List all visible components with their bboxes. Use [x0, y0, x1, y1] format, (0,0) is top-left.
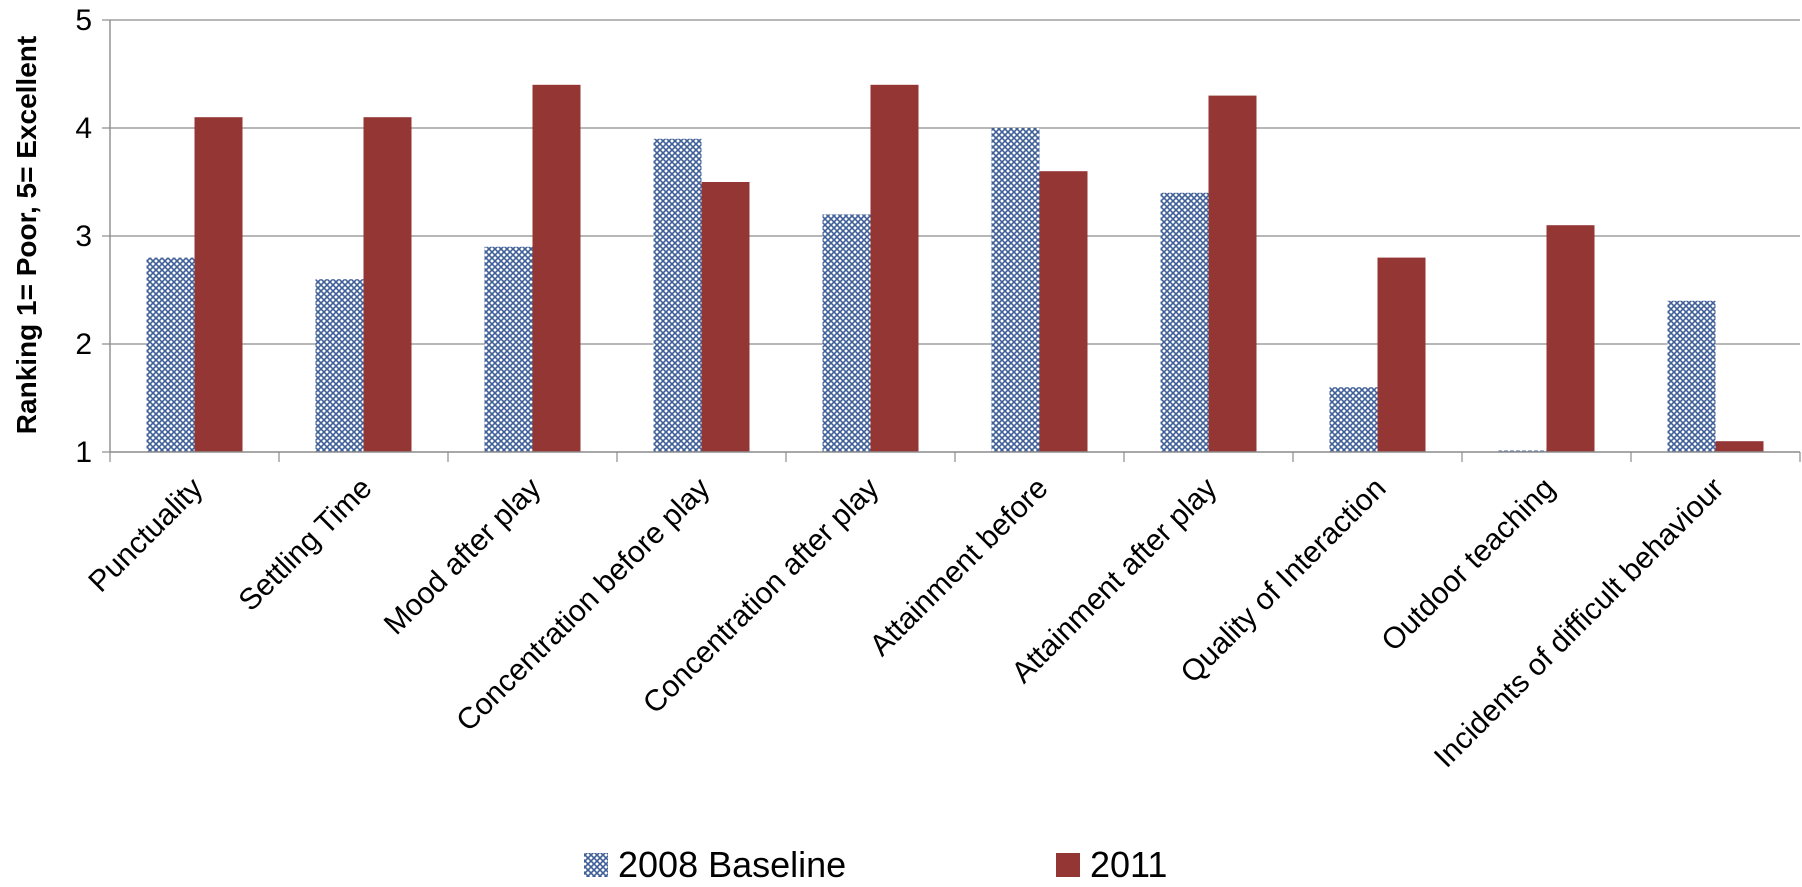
legend: 2008 Baseline 2011 — [584, 844, 1167, 885]
y-tick-label: 2 — [75, 328, 92, 361]
bar-series2 — [1208, 95, 1257, 452]
axes — [102, 19, 1801, 462]
y-tick-label: 4 — [75, 112, 92, 145]
bar-baseline — [1667, 300, 1716, 452]
legend-swatch — [584, 853, 608, 877]
y-tick-label: 1 — [75, 436, 92, 469]
bar-series2 — [363, 117, 412, 452]
bar-series2 — [1546, 225, 1595, 452]
legend-label: 2011 — [1090, 844, 1167, 882]
x-category-label: Incidents of difficult behaviour — [1428, 472, 1730, 774]
bar-series2 — [1715, 441, 1764, 452]
bar-series2 — [532, 84, 581, 453]
bar-baseline — [315, 279, 364, 452]
bar-baseline — [653, 138, 702, 453]
bar-baseline — [822, 214, 871, 452]
bar-series2 — [1039, 171, 1088, 452]
legend-label: 2008 Baseline — [618, 844, 846, 882]
bar-baseline — [484, 246, 533, 452]
bar-baseline — [1329, 387, 1378, 452]
x-category-label: Attainment before — [864, 472, 1055, 663]
bars — [146, 84, 1764, 453]
legend-swatch — [1056, 853, 1080, 877]
bar-series2 — [1377, 257, 1426, 452]
y-axis-title: Ranking 1= Poor, 5= Excellent — [11, 36, 42, 434]
y-tick-label: 5 — [75, 4, 92, 37]
x-category-label: Punctuality — [82, 472, 209, 599]
bar-series2 — [870, 84, 919, 453]
bar-series2 — [701, 182, 750, 452]
x-category-label: Outdoor teaching — [1375, 472, 1561, 658]
bar-baseline — [1498, 450, 1547, 452]
y-tick-label: 3 — [75, 220, 92, 253]
bar-series2 — [194, 117, 243, 452]
bar-baseline — [1160, 192, 1209, 453]
x-category-label: Mood after play — [378, 472, 548, 642]
bar-baseline — [991, 128, 1040, 452]
x-category-label: Settling Time — [232, 472, 378, 618]
bar-baseline — [146, 257, 195, 452]
